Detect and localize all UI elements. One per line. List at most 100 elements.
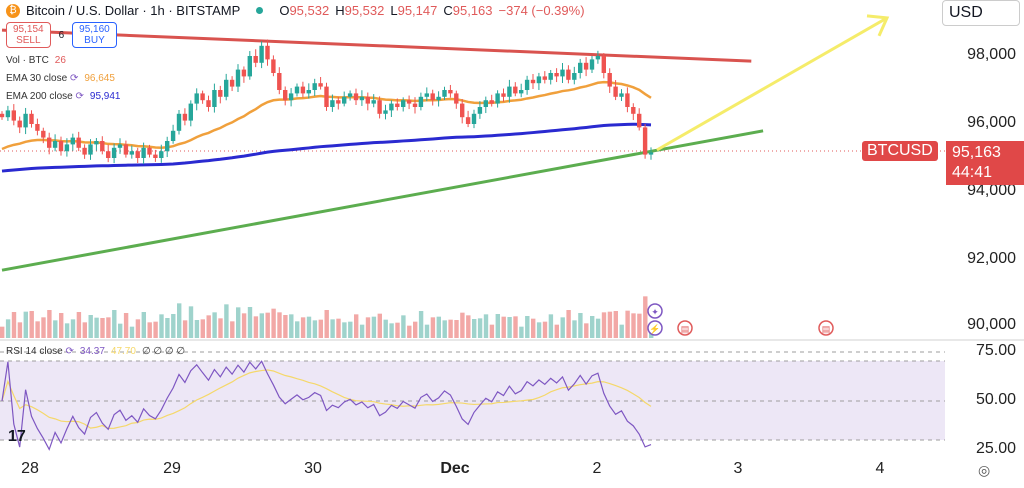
symbol-title[interactable]: Bitcoin / U.S. Dollar · 1h · BITSTAMP [26,3,241,18]
candle [554,73,559,77]
rsi-ma-value: 47.70 [110,346,136,357]
candle [359,96,365,101]
volume-bar [59,313,64,338]
currency-selector[interactable]: USD [942,0,1020,26]
volume-bar [147,322,152,338]
volume-bar [212,312,217,338]
volume-bar [0,326,5,338]
candle [424,93,429,97]
candle [88,144,93,155]
time-tick: 29 [163,460,181,477]
refresh-icon: ⟳ [75,91,84,102]
volume-bar [625,310,630,338]
candle [159,151,164,158]
volume-bar [507,317,512,338]
volume-bar [17,322,23,338]
candle [318,83,323,87]
candle [619,93,624,97]
candle [176,113,182,131]
candle [206,100,211,107]
candle [324,86,329,107]
candle [371,100,376,104]
ema200-legend[interactable]: EMA 200 close ⟳ 95,941 [6,91,120,102]
volume-bar [336,318,341,338]
close-label: C [443,3,453,18]
candle [595,56,601,60]
candle [477,107,483,114]
settings-icon[interactable]: ◎ [978,462,991,478]
candle [501,93,506,97]
bar-countdown: 44:41 [952,164,993,181]
sell-label: SELL [16,35,41,46]
candle [106,151,111,158]
dividend-icon-glyph: ⚡ [649,323,660,335]
volume-bar [519,326,524,338]
volume-bar [525,316,530,338]
open-label: O [279,3,290,18]
volume-bar [218,318,223,338]
volume-bar [613,311,618,338]
volume-bar [11,312,17,338]
volume-bar [513,316,518,338]
open-value: 95,532 [289,3,330,18]
volume-bar [572,320,577,338]
volume-bar [289,314,294,338]
ema30-legend[interactable]: EMA 30 close ⟳ 96,645 [6,73,115,84]
volume-bar [177,303,182,338]
sell-button[interactable]: 95,154 SELL [6,22,51,48]
volume-bar [153,321,158,338]
candle [141,147,146,158]
event-icon [647,303,663,319]
volume-bar [436,316,441,338]
candle [259,45,264,63]
price-tick: 90,000 [967,316,1016,333]
volume-legend[interactable]: Vol · BTC 26 [6,55,66,66]
candle [430,93,435,101]
time-tick: 28 [21,460,39,477]
volume-bar [418,311,424,338]
candle [578,62,583,73]
candle [548,73,553,80]
volume-bar [607,311,613,338]
candle [336,100,341,104]
candle [188,103,193,121]
volume-bar [82,322,87,338]
volume-bar [542,321,548,338]
volume-bar [206,315,211,338]
volume-bar [448,319,453,338]
volume-bar [318,319,323,338]
candle [377,100,382,114]
tradingview-logo[interactable]: 17 [8,428,26,445]
arrow-head [866,14,890,37]
candle [471,113,477,124]
candle [572,73,577,80]
candle [631,107,636,114]
candle [613,86,618,97]
candle [265,45,270,60]
candle [147,147,152,155]
us-flag-icon-glyph: ▤ [822,324,831,334]
buy-button[interactable]: 95,160 BUY [72,22,117,48]
rsi-legend[interactable]: RSI 14 close ⟳ 34.37 47.70 ∅ ∅ ∅ ∅ [6,346,185,357]
candle [11,110,16,121]
candle [253,56,258,63]
candle [70,137,75,145]
volume-bar [53,320,58,338]
buy-label: BUY [84,35,105,46]
volume-bar [472,319,477,338]
time-tick: 4 [875,460,885,477]
volume-bar [413,321,418,338]
time-tick: 30 [304,460,322,477]
candle [64,144,70,152]
volume-bar [430,317,436,338]
volume-bar [536,322,542,338]
volume-bar [141,312,146,338]
event-icon-glyph: ✦ [651,307,659,317]
candle [300,86,306,94]
bitcoin-icon: ₿ [6,3,20,18]
candle [454,93,459,104]
rsi-value: 34.37 [79,346,105,357]
candle [483,100,488,107]
candle [58,141,64,152]
